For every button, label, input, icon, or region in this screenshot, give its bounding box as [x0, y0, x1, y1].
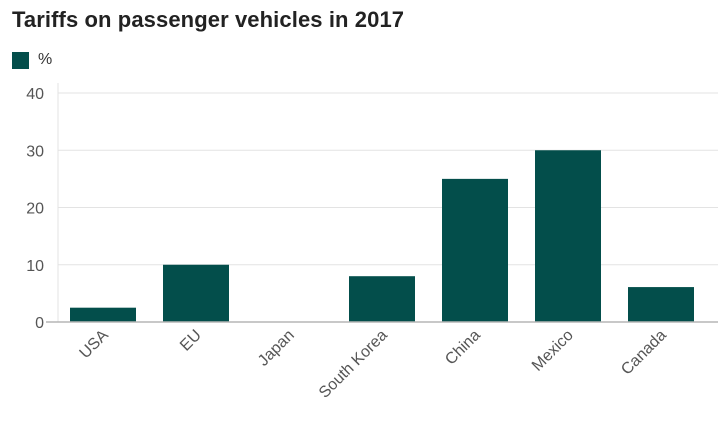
legend-swatch — [12, 51, 29, 69]
y-tick-label: 0 — [35, 315, 44, 332]
chart-title: Tariffs on passenger vehicles in 2017 — [12, 7, 405, 32]
x-tick-label: Canada — [618, 327, 670, 379]
legend: % — [12, 51, 52, 69]
y-tick-label: 20 — [26, 201, 44, 218]
bar — [535, 150, 601, 322]
axes — [46, 83, 718, 323]
x-tick-label: EU — [177, 327, 205, 355]
y-axis-ticks: 0 10 20 30 40 — [26, 86, 44, 332]
bars — [70, 150, 694, 322]
x-axis-labels: USA EU Japan South Korea China Mexico Canada — [77, 327, 670, 402]
bar — [163, 264, 229, 322]
gridlines — [58, 92, 718, 266]
y-tick-label: 30 — [26, 143, 44, 160]
x-tick-label: Mexico — [529, 327, 577, 375]
y-tick-label: 40 — [26, 86, 44, 103]
x-tick-label: China — [442, 327, 484, 369]
bar — [70, 307, 136, 322]
legend-label: % — [38, 51, 53, 68]
x-tick-label: USA — [77, 327, 113, 363]
x-tick-label: Japan — [255, 327, 298, 370]
x-tick-label: South Korea — [316, 327, 391, 402]
bar — [349, 276, 415, 322]
bar — [628, 287, 694, 322]
y-tick-label: 10 — [26, 258, 44, 275]
bar — [442, 178, 508, 322]
